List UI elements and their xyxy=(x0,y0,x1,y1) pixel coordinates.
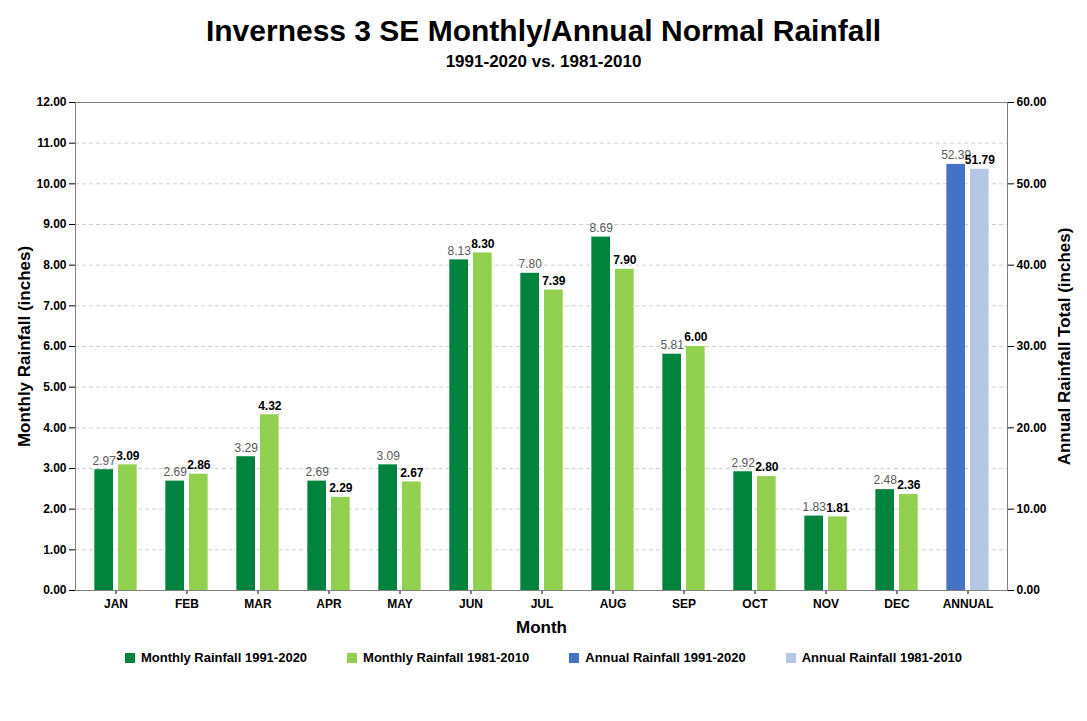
svg-text:2.97: 2.97 xyxy=(92,454,116,468)
svg-text:8.30: 8.30 xyxy=(471,237,495,251)
svg-text:8.13: 8.13 xyxy=(447,244,471,258)
svg-text:Month: Month xyxy=(516,618,567,637)
svg-text:JUL: JUL xyxy=(531,597,554,611)
svg-text:1.81: 1.81 xyxy=(826,501,850,515)
svg-text:Annual Rainfall Total (inches): Annual Rainfall Total (inches) xyxy=(1055,228,1074,466)
svg-text:2.69: 2.69 xyxy=(305,465,329,479)
svg-text:APR: APR xyxy=(316,597,342,611)
html-text:Monthly Rainfall 1991-2020: Monthly Rainfall 1991-2020 xyxy=(140,650,308,665)
svg-text:FEB: FEB xyxy=(175,597,199,611)
svg-text:9.00: 9.00 xyxy=(43,217,67,231)
svg-text:6.00: 6.00 xyxy=(684,330,708,344)
svg-text:2.69: 2.69 xyxy=(163,465,187,479)
svg-text:8.69: 8.69 xyxy=(589,221,613,235)
svg-text:2.67: 2.67 xyxy=(400,466,424,480)
svg-text:2.80: 2.80 xyxy=(755,460,779,474)
svg-text:7.80: 7.80 xyxy=(518,257,542,271)
svg-text:JAN: JAN xyxy=(104,597,128,611)
svg-text:SEP: SEP xyxy=(672,597,696,611)
svg-text:AUG: AUG xyxy=(600,597,627,611)
svg-text:6.00: 6.00 xyxy=(43,339,67,353)
svg-text:2.86: 2.86 xyxy=(187,458,211,472)
svg-text:2.36: 2.36 xyxy=(897,478,921,492)
svg-text:8.00: 8.00 xyxy=(43,258,67,272)
html-text:Inverness 3 SE Monthly/Annual: Inverness 3 SE Monthly/Annual Normal Rai… xyxy=(205,14,882,47)
svg-text:1.83: 1.83 xyxy=(802,500,826,514)
svg-text:3.09: 3.09 xyxy=(116,449,140,463)
html-text:Annual Rainfall 1991-2020: Annual Rainfall 1991-2020 xyxy=(585,650,746,665)
svg-text:30.00: 30.00 xyxy=(1017,339,1047,353)
svg-text:10.00: 10.00 xyxy=(36,177,66,191)
svg-text:1.00: 1.00 xyxy=(43,543,67,557)
svg-text:3.00: 3.00 xyxy=(43,461,67,475)
svg-text:52.39: 52.39 xyxy=(941,148,971,162)
svg-text:2.00: 2.00 xyxy=(43,502,67,516)
svg-text:12.00: 12.00 xyxy=(36,95,66,109)
svg-text:51.79: 51.79 xyxy=(965,153,995,167)
svg-text:3.29: 3.29 xyxy=(234,441,258,455)
svg-text:50.00: 50.00 xyxy=(1017,177,1047,191)
svg-text:5.00: 5.00 xyxy=(43,380,67,394)
svg-text:10.00: 10.00 xyxy=(1017,502,1047,516)
svg-text:3.09: 3.09 xyxy=(376,449,400,463)
svg-text:4.32: 4.32 xyxy=(258,399,282,413)
svg-text:0.00: 0.00 xyxy=(43,583,67,597)
html-text:Annual Rainfall 1981-2010: Annual Rainfall 1981-2010 xyxy=(801,650,963,665)
svg-text:2.29: 2.29 xyxy=(329,481,353,495)
svg-text:2.92: 2.92 xyxy=(731,456,755,470)
svg-text:5.81: 5.81 xyxy=(660,338,684,352)
svg-text:DEC: DEC xyxy=(884,597,910,611)
svg-text:11.00: 11.00 xyxy=(37,136,67,150)
svg-text:NOV: NOV xyxy=(813,597,839,611)
svg-text:7.00: 7.00 xyxy=(43,299,67,313)
html-text:1991-2020 vs. 1981-2010: 1991-2020 vs. 1981-2010 xyxy=(445,52,642,71)
svg-text:40.00: 40.00 xyxy=(1017,258,1047,272)
svg-text:MAR: MAR xyxy=(244,597,272,611)
svg-text:0.00: 0.00 xyxy=(1017,583,1041,597)
svg-text:MAY: MAY xyxy=(387,597,413,611)
svg-text:ANNUAL: ANNUAL xyxy=(943,597,994,611)
svg-text:20.00: 20.00 xyxy=(1017,421,1047,435)
svg-text:4.00: 4.00 xyxy=(43,421,67,435)
svg-text:OCT: OCT xyxy=(742,597,768,611)
svg-text:Monthly Rainfall (inches): Monthly Rainfall (inches) xyxy=(15,246,34,447)
svg-text:7.39: 7.39 xyxy=(542,274,566,288)
svg-text:7.90: 7.90 xyxy=(613,253,637,267)
svg-text:2.48: 2.48 xyxy=(873,473,897,487)
html-text:Monthly Rainfall 1981-2010: Monthly Rainfall 1981-2010 xyxy=(363,650,530,665)
svg-text:60.00: 60.00 xyxy=(1017,95,1047,109)
svg-text:JUN: JUN xyxy=(459,597,483,611)
